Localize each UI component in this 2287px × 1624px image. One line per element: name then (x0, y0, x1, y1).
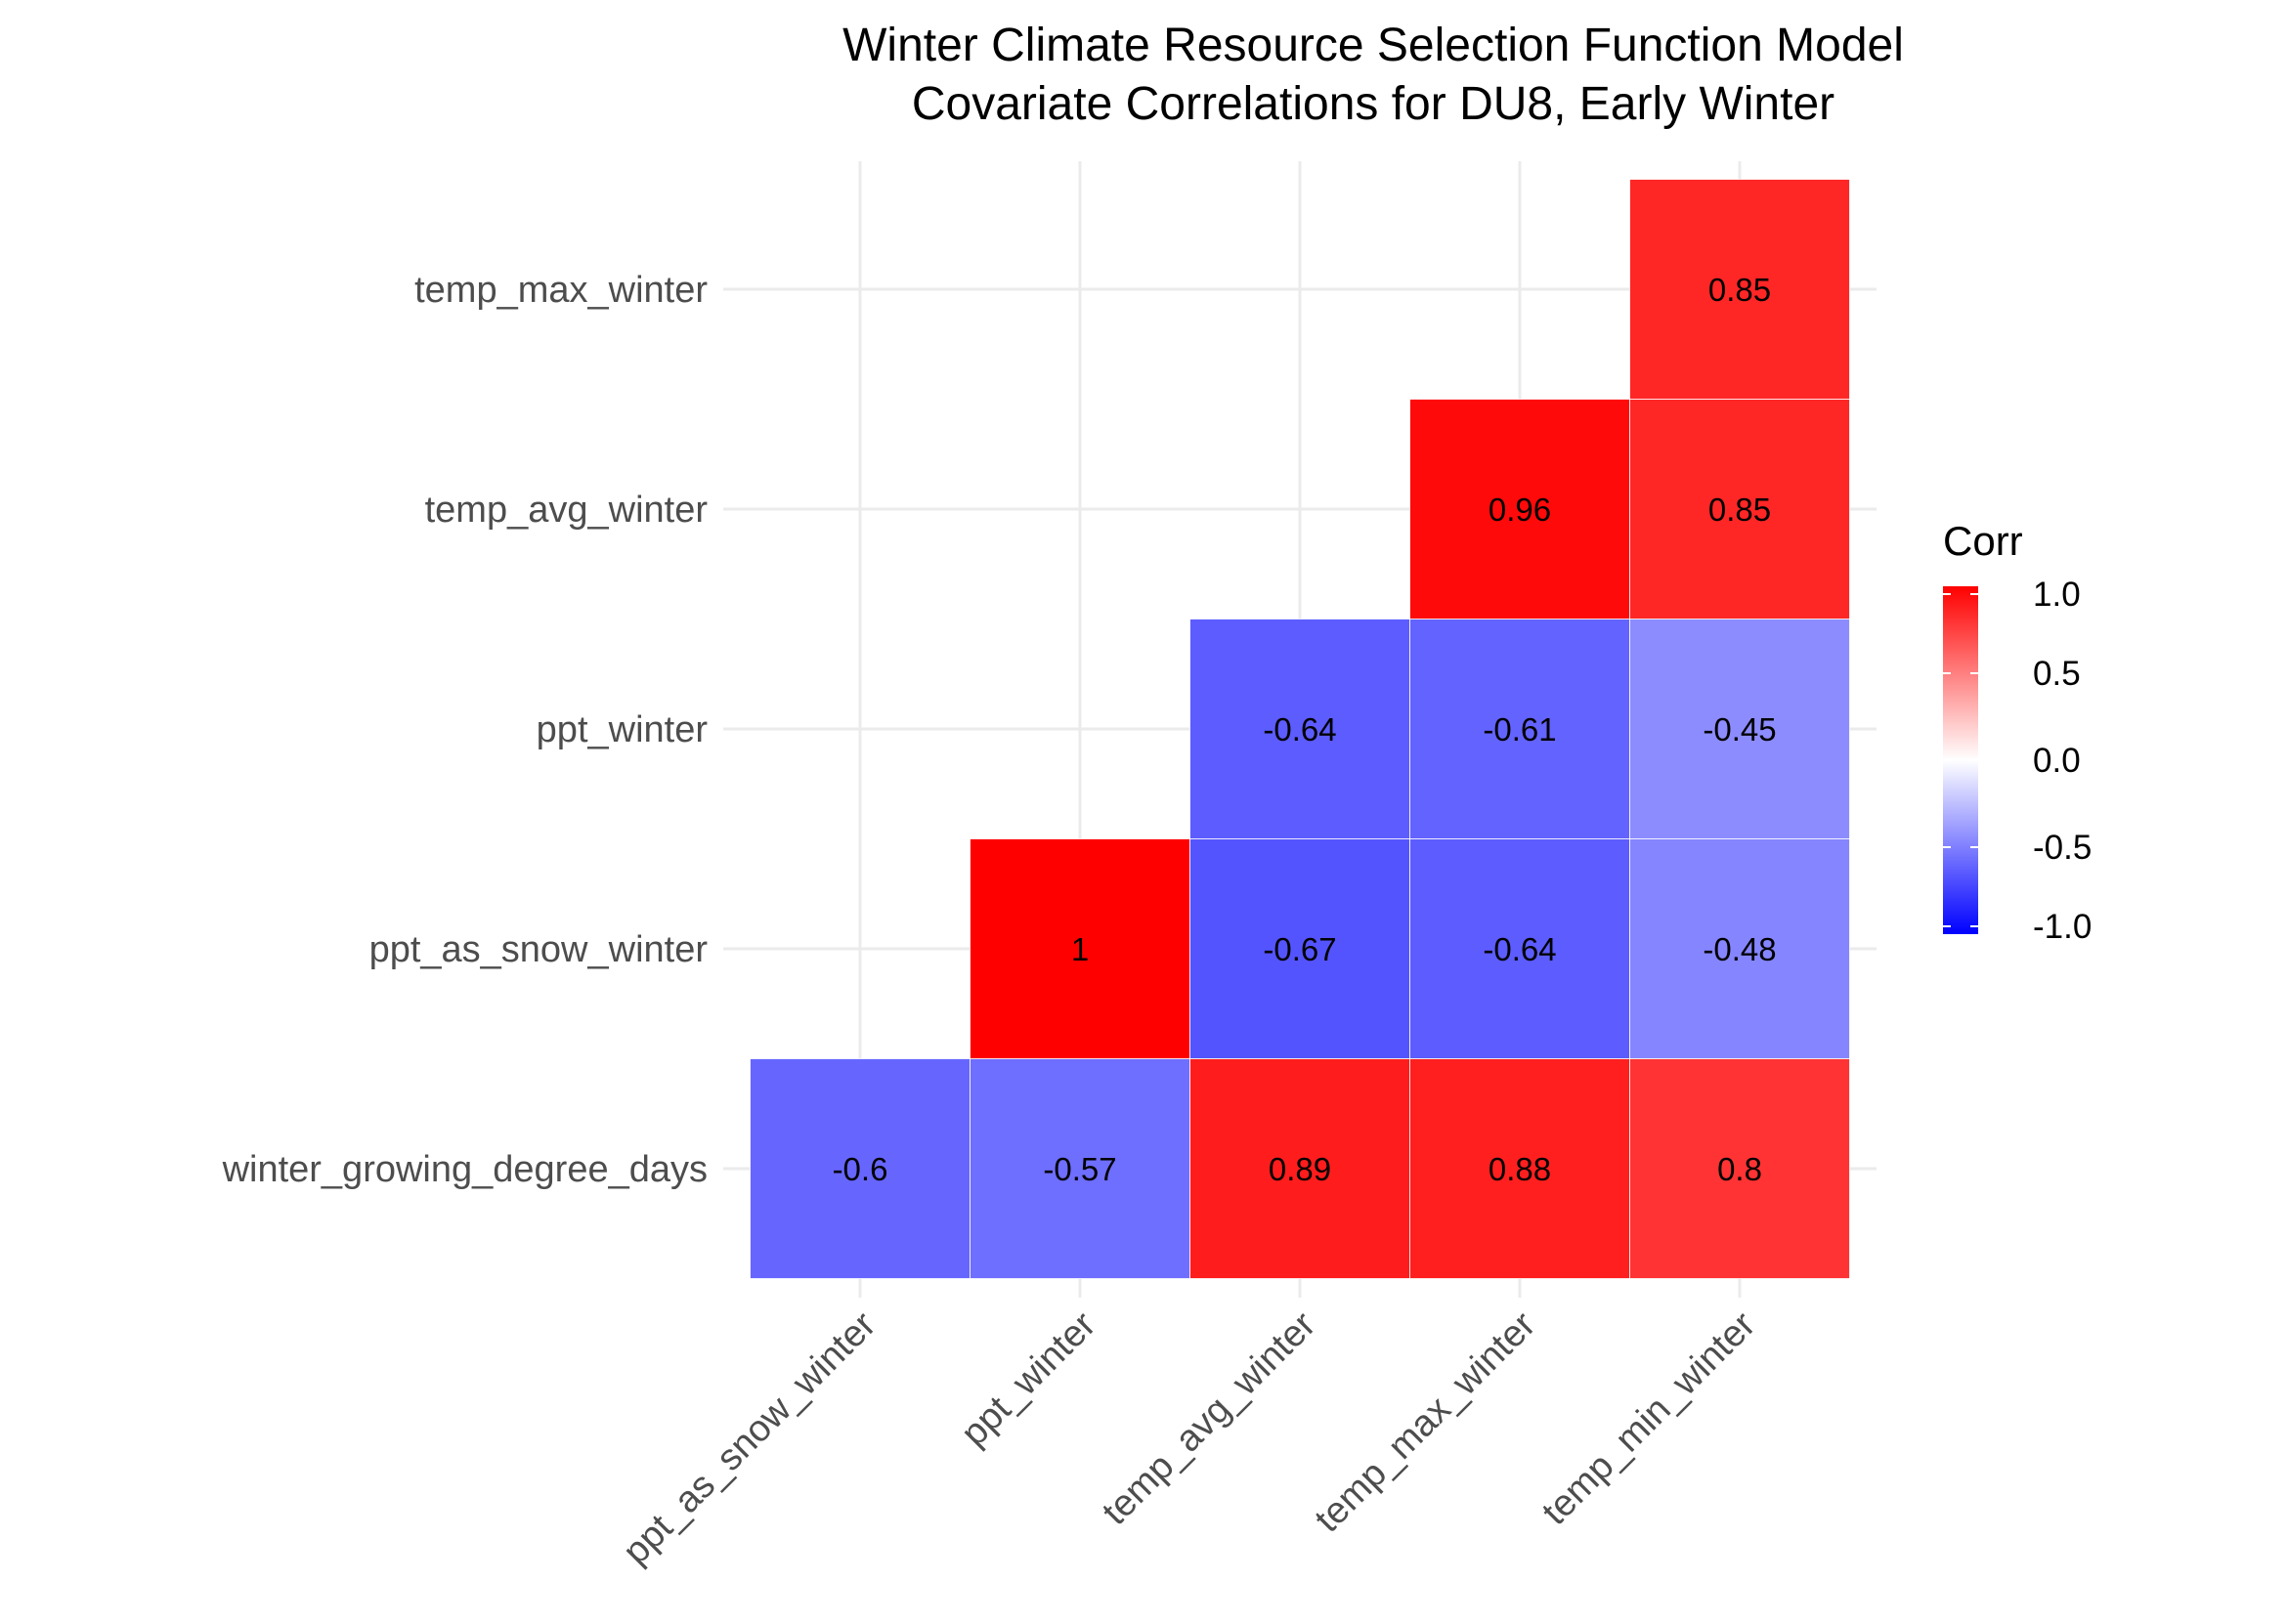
heatmap-cell (1189, 1058, 1410, 1279)
heatmap-cell (1409, 619, 1630, 839)
x-tick-label: temp_max_winter (1308, 1303, 1544, 1540)
heatmap-cell (1409, 399, 1630, 620)
heatmap-cell (1629, 619, 1850, 839)
x-tick-label: temp_min_winter (1534, 1303, 1764, 1533)
cell-value-label: -0.64 (1263, 711, 1336, 748)
y-tick-label: ppt_winter (537, 709, 709, 750)
legend-ticks: 1.0 0.5 0.0 -0.5 -1.0 (1943, 576, 2092, 946)
cell-value-label: -0.67 (1263, 931, 1336, 967)
heatmap-cell (1629, 1058, 1850, 1279)
y-tick-label: temp_avg_winter (425, 490, 709, 531)
heatmap-cell (1629, 838, 1850, 1059)
y-tick-label: ppt_as_snow_winter (369, 929, 709, 970)
heatmap-cell (970, 838, 1190, 1059)
heatmap-cell (750, 1058, 971, 1279)
heatmap-cell (1189, 838, 1410, 1059)
cell-value-label: 0.85 (1708, 491, 1771, 528)
cell-value-label: -0.57 (1043, 1151, 1116, 1187)
cell-value-label: 1 (1071, 931, 1089, 967)
legend: Corr 1.0 0.5 0.0 -0.5 -1.0 (1943, 518, 2092, 946)
cell-value-label: -0.6 (833, 1151, 888, 1187)
y-axis-labels: winter_growing_degree_days ppt_as_snow_wi… (222, 270, 709, 1190)
legend-tick-label: -1.0 (2033, 908, 2092, 946)
cell-value-label: -0.48 (1703, 931, 1776, 967)
legend-tick-label: 1.0 (2033, 576, 2081, 614)
cell-value-label: 0.85 (1708, 272, 1771, 308)
cell-value-label: 0.88 (1489, 1151, 1551, 1187)
x-tick-label: ppt_as_snow_winter (616, 1303, 885, 1572)
heatmap-cell (1409, 1058, 1630, 1279)
legend-tick-label: 0.0 (2033, 742, 2081, 780)
heatmap-cell (1629, 399, 1850, 620)
cell-value-label: -0.45 (1703, 711, 1776, 748)
x-tick-label: ppt_winter (954, 1303, 1104, 1454)
chart-title-line-1: Winter Climate Resource Selection Functi… (842, 20, 1904, 71)
cell-value-label: -0.64 (1483, 931, 1556, 967)
heatmap-cell (1629, 179, 1850, 400)
heatmap-cell (970, 1058, 1190, 1279)
legend-tick-label: 0.5 (2033, 655, 2081, 693)
heatmap-cells: -0.6 -0.57 0.89 0.88 0.8 1 -0.67 -0.64 -0.48 -0.6… (750, 179, 1850, 1279)
x-tick-label: temp_avg_winter (1095, 1303, 1324, 1533)
y-tick-label: winter_growing_degree_days (222, 1149, 708, 1190)
cell-value-label: -0.61 (1483, 711, 1556, 748)
heatmap-cell (1189, 619, 1410, 839)
cell-value-label: 0.8 (1717, 1151, 1762, 1187)
chart-title-line-2: Covariate Correlations for DU8, Early Wi… (912, 78, 1834, 130)
heatmap-cell (1409, 838, 1630, 1059)
cell-value-label: 0.89 (1269, 1151, 1331, 1187)
y-tick-label: temp_max_winter (414, 270, 708, 311)
legend-title: Corr (1943, 518, 2023, 564)
x-axis-labels: ppt_as_snow_winter ppt_wintertemp_avg_win… (616, 1280, 1764, 1572)
cell-value-label: 0.96 (1489, 491, 1551, 528)
legend-tick-label: -0.5 (2033, 829, 2092, 867)
